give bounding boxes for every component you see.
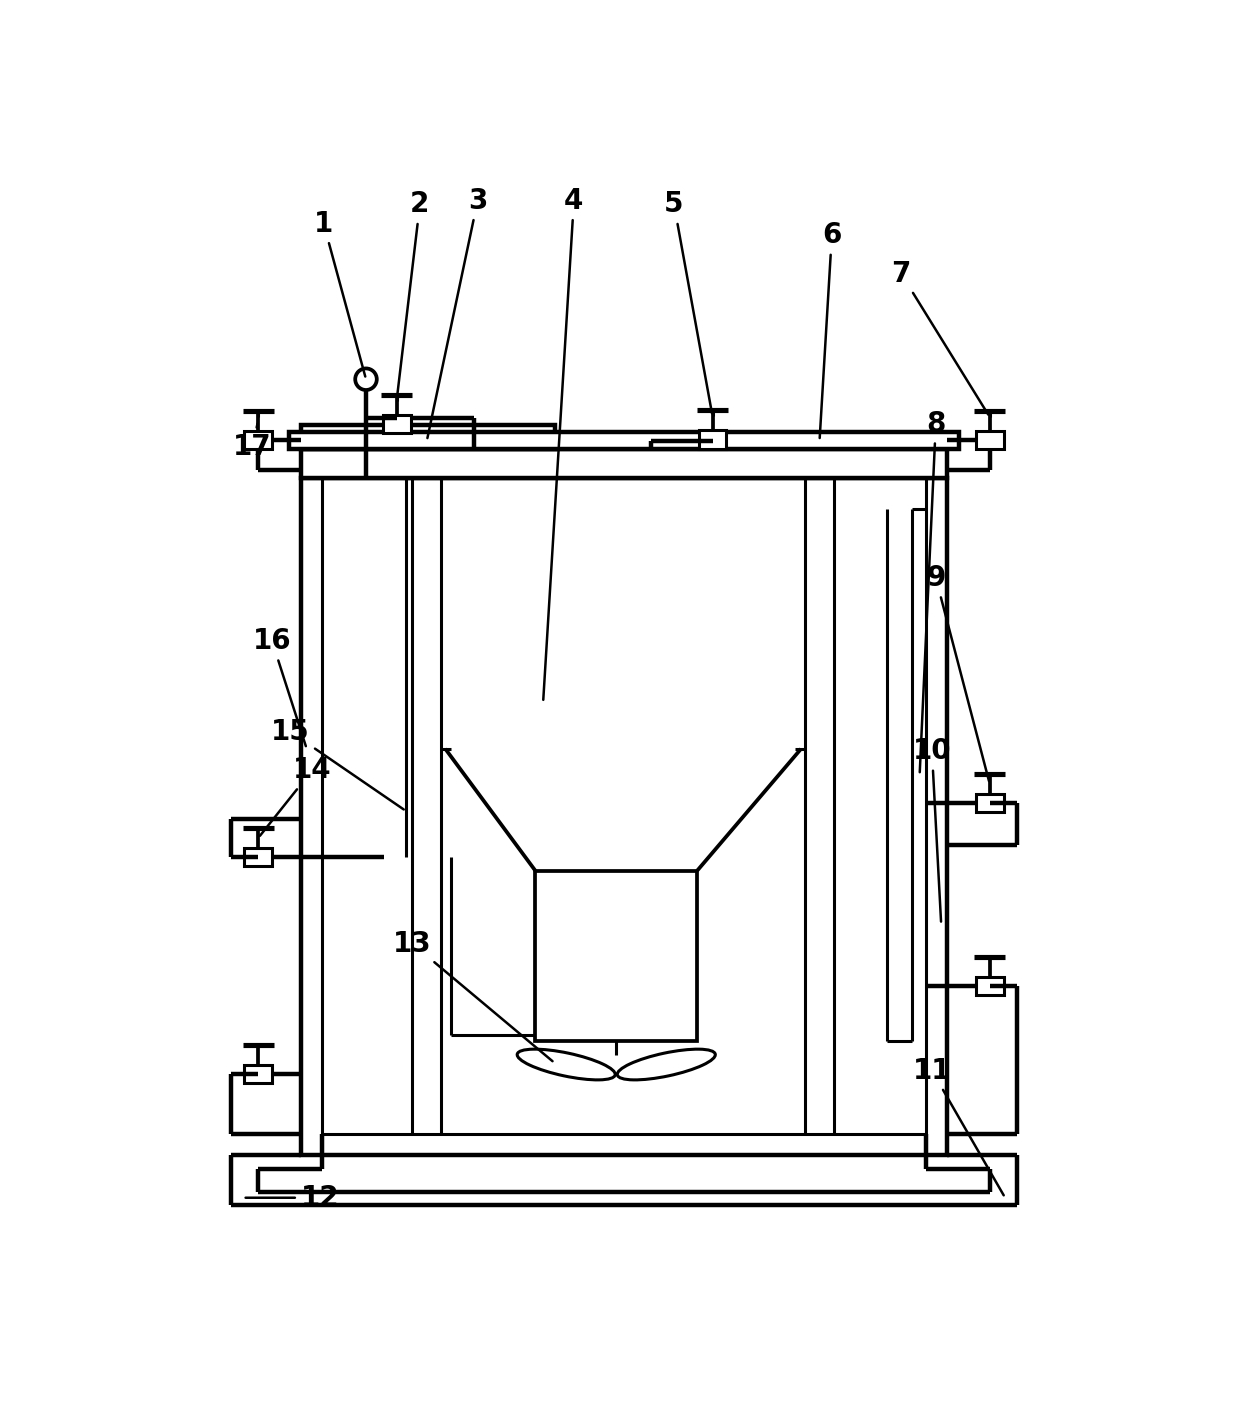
Text: 13: 13 [393, 930, 553, 1061]
Text: 8: 8 [920, 409, 945, 773]
Text: 12: 12 [246, 1183, 339, 1211]
Text: 7: 7 [892, 259, 988, 415]
Text: 14: 14 [260, 757, 331, 836]
Ellipse shape [618, 1049, 715, 1080]
Bar [698, 430, 727, 449]
Bar [300, 425, 554, 449]
Bar [244, 1066, 272, 1084]
Text: 15: 15 [272, 718, 404, 809]
Bar [244, 848, 272, 866]
Bar [976, 794, 1003, 812]
Bar [383, 415, 410, 433]
Text: 6: 6 [820, 222, 842, 437]
Text: 17: 17 [233, 423, 272, 461]
Bar [300, 478, 947, 1155]
Bar [244, 430, 272, 449]
Bar [289, 432, 959, 449]
Text: 4: 4 [543, 186, 584, 700]
Text: 9: 9 [926, 564, 990, 781]
Text: 11: 11 [913, 1057, 1003, 1196]
Bar [536, 871, 697, 1042]
Ellipse shape [517, 1049, 615, 1080]
Text: 16: 16 [253, 627, 306, 746]
Bar [976, 430, 1003, 449]
Text: 10: 10 [913, 737, 951, 921]
Text: 2: 2 [397, 191, 429, 397]
Text: 3: 3 [428, 186, 487, 437]
Text: 5: 5 [665, 191, 712, 414]
Bar [300, 449, 947, 478]
Text: 1: 1 [314, 210, 366, 377]
Bar [976, 977, 1003, 995]
Circle shape [355, 369, 377, 390]
